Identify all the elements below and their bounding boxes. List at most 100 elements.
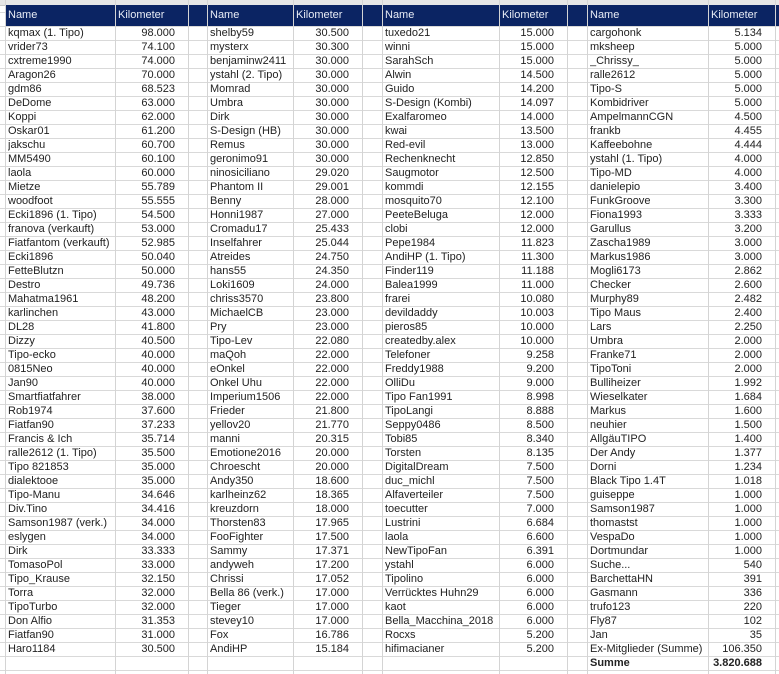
name-cell[interactable]: Telefoner [385, 349, 431, 361]
kilometer-cell[interactable]: 25.044 [315, 237, 349, 249]
kilometer-cell[interactable]: 17.052 [315, 573, 349, 585]
kilometer-cell[interactable]: 10.003 [520, 307, 554, 319]
kilometer-cell[interactable]: 48.200 [141, 293, 175, 305]
kilometer-cell[interactable]: 11.000 [521, 279, 554, 291]
kilometer-cell[interactable]: 68.523 [141, 83, 175, 95]
name-cell[interactable]: Red-evil [385, 139, 426, 151]
name-cell[interactable]: Cromadu17 [210, 223, 268, 235]
name-cell[interactable]: Onkel Uhu [210, 377, 262, 389]
name-cell[interactable]: Smartfiatfahrer [8, 391, 81, 403]
kilometer-cell[interactable]: 60.000 [141, 167, 175, 179]
name-cell[interactable]: PeeteBeluga [385, 209, 448, 221]
name-cell[interactable]: Aragon26 [8, 69, 56, 81]
column-header-kilometer[interactable]: Kilometer [296, 9, 343, 21]
kilometer-cell[interactable]: 20.000 [315, 447, 349, 459]
kilometer-cell[interactable]: 29.020 [315, 167, 349, 179]
name-cell[interactable]: Oskar01 [8, 125, 50, 137]
name-cell[interactable]: Verrücktes Huhn29 [385, 587, 479, 599]
name-cell[interactable]: Div.Tino [8, 503, 48, 515]
kilometer-cell[interactable]: 1.000 [734, 517, 762, 529]
name-cell[interactable]: Inselfahrer [210, 237, 262, 249]
kilometer-cell[interactable]: 27.000 [315, 209, 349, 221]
name-cell[interactable]: geronimo91 [210, 153, 269, 165]
kilometer-cell[interactable]: 22.000 [315, 349, 349, 361]
name-cell[interactable]: ralle2612 [590, 69, 636, 81]
column-header-kilometer[interactable]: Kilometer [502, 9, 549, 21]
kilometer-cell[interactable]: 2.000 [734, 363, 762, 375]
kilometer-cell[interactable]: 30.000 [315, 125, 349, 137]
kilometer-cell[interactable]: 9.200 [526, 363, 554, 375]
kilometer-cell[interactable]: 17.500 [315, 531, 349, 543]
kilometer-cell[interactable]: 30.500 [315, 27, 349, 39]
name-cell[interactable]: Tipo-ecko [8, 349, 56, 361]
name-cell[interactable]: TipoLangi [385, 405, 433, 417]
name-cell[interactable]: Frieder [210, 405, 245, 417]
name-cell[interactable]: Momrad [210, 83, 251, 95]
kilometer-cell[interactable]: 40.000 [141, 377, 175, 389]
kilometer-cell[interactable]: 12.000 [520, 223, 554, 235]
kilometer-cell[interactable]: 6.000 [526, 615, 554, 627]
kilometer-cell[interactable]: 4.444 [734, 139, 762, 151]
kilometer-cell[interactable]: 6.684 [526, 517, 554, 529]
name-cell[interactable]: DeDome [8, 97, 52, 109]
name-cell[interactable]: 0815Neo [8, 363, 53, 375]
name-cell[interactable]: Rob1974 [8, 405, 53, 417]
kilometer-cell[interactable]: 35.500 [141, 447, 175, 459]
kilometer-cell[interactable]: 30.000 [315, 153, 349, 165]
kilometer-cell[interactable]: 1.018 [734, 475, 762, 487]
name-cell[interactable]: ystahl [385, 559, 414, 571]
name-cell[interactable]: clobi [385, 223, 408, 235]
name-cell[interactable]: Don Alfio [8, 615, 53, 627]
kilometer-cell[interactable]: 10.000 [520, 335, 554, 347]
kilometer-cell[interactable]: 3.333 [734, 209, 762, 221]
kilometer-cell[interactable]: 30.000 [315, 69, 349, 81]
name-cell[interactable]: Saugmotor [385, 167, 439, 179]
name-cell[interactable]: BarchettaHN [590, 573, 653, 585]
kilometer-cell[interactable]: 50.040 [141, 251, 175, 263]
kilometer-cell[interactable]: 17.965 [315, 517, 349, 529]
name-cell[interactable]: benjaminw2411 [210, 55, 287, 67]
name-cell[interactable]: pieros85 [385, 321, 428, 333]
kilometer-cell[interactable]: 12.000 [520, 209, 554, 221]
name-cell[interactable]: toecutter [385, 503, 428, 515]
name-cell[interactable]: SarahSch [385, 55, 434, 67]
name-cell[interactable]: Phantom II [210, 181, 264, 193]
name-cell[interactable]: neuhier [590, 419, 627, 431]
kilometer-cell[interactable]: 30.000 [315, 55, 349, 67]
name-cell[interactable]: Fly87 [590, 615, 617, 627]
kilometer-cell[interactable]: 98.000 [141, 27, 175, 39]
kilometer-cell[interactable]: 4.455 [734, 125, 762, 137]
name-cell[interactable]: Pry [210, 321, 227, 333]
kilometer-cell[interactable]: 18.000 [315, 503, 349, 515]
kilometer-cell[interactable]: 13.500 [520, 125, 554, 137]
kilometer-cell[interactable]: 3.000 [734, 237, 762, 249]
kilometer-cell[interactable]: 33.333 [141, 545, 175, 557]
kilometer-cell[interactable]: 7.500 [526, 461, 554, 473]
kilometer-cell[interactable]: 40.000 [141, 349, 175, 361]
kilometer-cell[interactable]: 50.000 [141, 265, 175, 277]
name-cell[interactable]: Jan [590, 629, 608, 641]
name-cell[interactable]: Exalfaromeo [385, 111, 447, 123]
name-cell[interactable]: Tipo-MD [590, 167, 632, 179]
name-cell[interactable]: Rocxs [385, 629, 416, 641]
kilometer-cell[interactable]: 3.000 [734, 251, 762, 263]
kilometer-cell[interactable]: 37.600 [141, 405, 175, 417]
name-cell[interactable]: Lars [590, 321, 612, 333]
name-cell[interactable]: Dirk [8, 545, 28, 557]
kilometer-cell[interactable]: 34.646 [141, 489, 175, 501]
kilometer-cell[interactable]: 14.097 [520, 97, 554, 109]
name-cell[interactable]: Torsten [385, 447, 422, 459]
name-cell[interactable]: NewTipoFan [385, 545, 447, 557]
name-cell[interactable]: AllgäuTIPO [590, 433, 647, 445]
name-cell[interactable]: mysterx [210, 41, 249, 53]
name-cell[interactable]: eslygen [8, 531, 46, 543]
kilometer-cell[interactable]: 12.500 [520, 167, 554, 179]
kilometer-cell[interactable]: 15.000 [520, 41, 554, 53]
kilometer-cell[interactable]: 540 [743, 559, 762, 571]
name-cell[interactable]: ystahl (1. Tipo) [590, 153, 663, 165]
kilometer-cell[interactable]: 61.200 [141, 125, 175, 137]
kilometer-cell[interactable]: 5.000 [734, 97, 762, 109]
name-cell[interactable]: Tipo-S [590, 83, 622, 95]
kilometer-cell[interactable]: 18.365 [315, 489, 349, 501]
kilometer-cell[interactable]: 391 [743, 573, 762, 585]
